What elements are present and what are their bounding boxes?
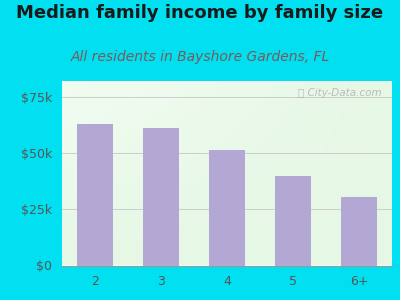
Bar (143, 128, 179, 266)
Text: Median family income by family size: Median family income by family size (16, 4, 384, 22)
Text: All residents in Bayshore Gardens, FL: All residents in Bayshore Gardens, FL (70, 50, 330, 64)
Bar (275, 176, 311, 266)
Text: ⓘ City-Data.com: ⓘ City-Data.com (298, 88, 382, 98)
Bar (77, 124, 113, 266)
Bar (341, 197, 377, 266)
Bar (209, 150, 245, 266)
